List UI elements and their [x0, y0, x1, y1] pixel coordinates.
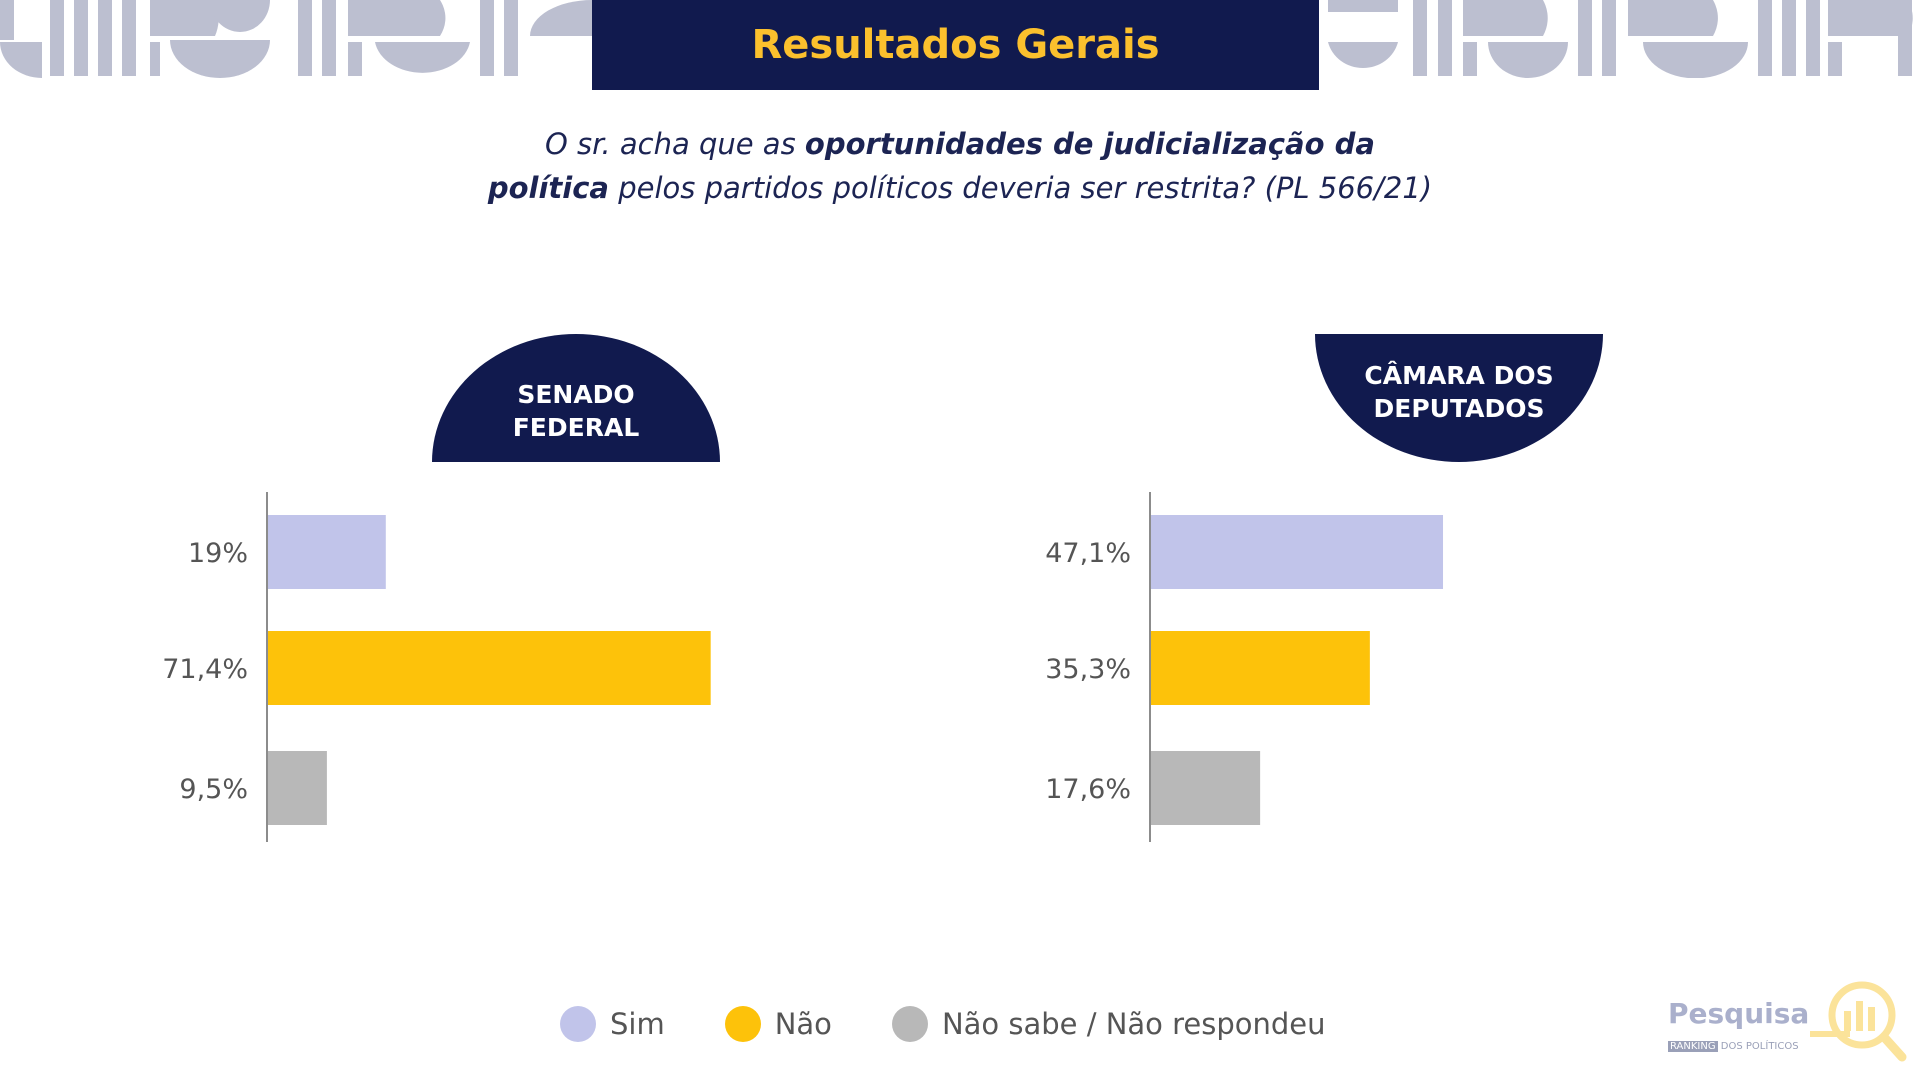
- camara-value-label-2: 35,3%: [1045, 654, 1131, 685]
- legend-item-nao: Não: [724, 1006, 832, 1042]
- camara-bar-1: [1151, 515, 1444, 589]
- senado-value-label-3: 9,5%: [179, 774, 248, 805]
- senado-title-line2: FEDERAL: [512, 413, 640, 442]
- pesquisa-logo: Pesquisa RANKING DOS POLÍTICOS: [1660, 975, 1910, 1065]
- legend-dot-nao-sabe: [891, 1006, 928, 1042]
- legend-item-sim: Sim: [560, 1006, 665, 1042]
- senado-bar-3: [268, 751, 327, 825]
- logo-subtitle: RANKING DOS POLÍTICOS: [1668, 1041, 1799, 1052]
- senado-title-line1: SENADO: [517, 380, 635, 409]
- header-decoration-left: [0, 0, 592, 78]
- senado-bar-1: [268, 515, 386, 589]
- senado-value-label-1: 19%: [188, 538, 248, 569]
- camara-title: CÂMARA DOS DEPUTADOS: [1315, 359, 1603, 425]
- senado-bar-2: [268, 631, 711, 705]
- camara-bar-2: [1151, 631, 1370, 705]
- survey-question: O sr. acha que as oportunidades de judic…: [360, 122, 1560, 210]
- legend-label-nao-sabe: Não sabe / Não respondeu: [941, 1007, 1326, 1041]
- legend-label-nao: Não: [774, 1007, 832, 1041]
- legend-item-nao-sabe: Não sabe / Não respondeu: [891, 1006, 1326, 1042]
- camara-title-line2: DEPUTADOS: [1373, 394, 1545, 423]
- camara-value-label-3: 17,6%: [1045, 774, 1131, 805]
- senado-title: SENADO FEDERAL: [432, 378, 720, 444]
- camara-bar-3: [1151, 751, 1261, 825]
- senado-value-label-2: 71,4%: [162, 654, 248, 685]
- header-decoration-right: [1328, 0, 1913, 78]
- logo-sub-box: RANKING: [1668, 1041, 1718, 1052]
- question-line1-pre: O sr. acha que as: [545, 127, 805, 161]
- page-title: Resultados Gerais: [751, 22, 1160, 68]
- legend-dot-sim: [560, 1006, 596, 1042]
- logo-sub-text: DOS POLÍTICOS: [1720, 1041, 1799, 1052]
- logo-word: Pesquisa: [1668, 997, 1810, 1030]
- legend: Sim Não Não sabe / Não respondeu: [560, 1006, 1386, 1042]
- camara-value-label-1: 47,1%: [1045, 538, 1131, 569]
- camara-title-line1: CÂMARA DOS: [1364, 361, 1554, 390]
- question-line2-bold: política: [487, 171, 609, 205]
- legend-label-sim: Sim: [610, 1007, 665, 1041]
- title-banner: Resultados Gerais: [592, 0, 1319, 90]
- legend-dot-nao: [724, 1006, 761, 1042]
- question-line2-post: pelos partidos políticos deveria ser res…: [609, 171, 1433, 205]
- question-line1-bold: oportunidades de judicialização da: [804, 127, 1375, 161]
- magnifier-icon: [1810, 981, 1907, 1062]
